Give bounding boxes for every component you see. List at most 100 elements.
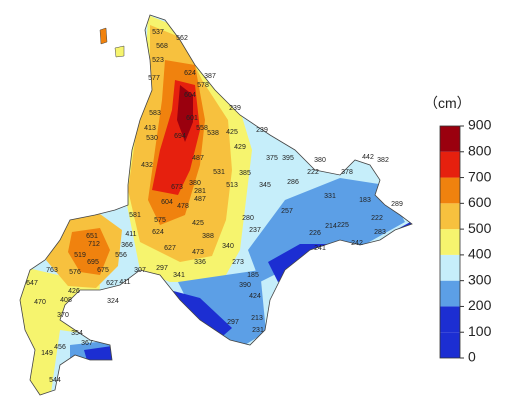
colorbar-segment xyxy=(440,332,460,358)
station-value: 380 xyxy=(189,180,201,187)
colorbar-segment xyxy=(440,126,460,152)
station-value: 408 xyxy=(60,297,72,304)
station-value: 577 xyxy=(148,75,160,82)
station-value: 537 xyxy=(152,29,164,36)
station-value: 237 xyxy=(249,227,261,234)
station-value: 627 xyxy=(164,245,176,252)
station-value: 473 xyxy=(192,249,204,256)
station-value: 487 xyxy=(192,155,204,162)
station-value: 336 xyxy=(194,259,206,266)
station-value: 604 xyxy=(161,199,173,206)
station-value: 286 xyxy=(287,179,299,186)
station-value: 544 xyxy=(49,377,61,384)
station-value: 478 xyxy=(177,203,189,210)
station-value: 378 xyxy=(341,169,353,176)
station-value: 556 xyxy=(115,252,127,259)
station-value: 695 xyxy=(87,259,99,266)
station-value: 456 xyxy=(54,344,66,351)
station-value: 411 xyxy=(125,231,136,238)
station-value: 345 xyxy=(259,182,271,189)
station-value: 531 xyxy=(213,169,225,176)
station-value: 578 xyxy=(197,82,209,89)
station-value: 297 xyxy=(227,319,239,326)
station-value: 307 xyxy=(134,267,146,274)
colorbar-segment xyxy=(440,151,460,178)
tick-label: 400 xyxy=(468,246,492,262)
station-value: 280 xyxy=(242,215,254,222)
station-value: 651 xyxy=(86,233,98,240)
tick-label: 900 xyxy=(468,117,492,133)
station-value: 390 xyxy=(239,282,251,289)
station-value: 395 xyxy=(282,155,294,162)
station-value: 425 xyxy=(192,220,204,227)
station-value: 424 xyxy=(249,293,261,300)
station-value: 604 xyxy=(184,92,196,99)
station-value: 149 xyxy=(41,350,53,357)
zone xyxy=(68,228,110,275)
station-value: 432 xyxy=(141,162,153,169)
station-value: 370 xyxy=(57,312,69,319)
station-value: 675 xyxy=(97,267,109,274)
unit-label: （cm） xyxy=(424,95,471,111)
station-value: 281 xyxy=(194,188,206,195)
station-value: 413 xyxy=(144,125,156,132)
tick-label: 100 xyxy=(468,323,492,339)
station-value: 331 xyxy=(324,193,336,200)
tick-label: 800 xyxy=(468,142,492,158)
station-value: 426 xyxy=(68,288,80,295)
zone xyxy=(177,85,193,142)
station-value: 523 xyxy=(152,57,164,64)
station-value: 530 xyxy=(146,135,158,142)
station-value: 222 xyxy=(371,215,383,222)
station-value: 324 xyxy=(107,298,119,305)
station-value: 283 xyxy=(374,229,386,236)
station-value: 576 xyxy=(69,269,81,276)
station-value: 225 xyxy=(337,222,349,229)
colorbar: 0 100 200 300 400 500 600 700 800 900 xyxy=(439,117,492,365)
station-value: 231 xyxy=(252,327,264,334)
station-value: 624 xyxy=(184,70,196,77)
colorbar-segment xyxy=(440,280,460,307)
station-value: 385 xyxy=(239,170,251,177)
station-value: 425 xyxy=(226,129,238,136)
station-value: 375 xyxy=(266,155,278,162)
island xyxy=(114,45,125,58)
station-value: 627 xyxy=(106,280,118,287)
station-value: 763 xyxy=(46,267,58,274)
station-value: 568 xyxy=(156,43,168,50)
colorbar-frame xyxy=(439,125,461,359)
station-value: 367 xyxy=(81,340,93,347)
station-value: 183 xyxy=(359,197,371,204)
tick-label: 200 xyxy=(468,297,492,313)
station-value: 241 xyxy=(314,245,326,252)
station-value: 222 xyxy=(307,169,319,176)
station-value: 340 xyxy=(222,243,234,250)
station-value: 297 xyxy=(156,265,168,272)
station-value: 442 xyxy=(362,154,374,161)
station-value: 380 xyxy=(314,157,326,164)
tick-label: 700 xyxy=(468,168,492,184)
zone xyxy=(178,270,266,348)
station-value: 519 xyxy=(74,252,86,259)
colorbar-segment xyxy=(440,229,460,255)
station-value: 558 xyxy=(196,125,208,132)
station-value: 624 xyxy=(152,229,164,236)
station-value: 538 xyxy=(207,130,219,137)
station-value: 470 xyxy=(34,299,46,306)
colorbar-segment xyxy=(440,177,460,204)
station-value: 185 xyxy=(247,272,259,279)
station-value: 487 xyxy=(194,196,206,203)
station-value: 387 xyxy=(204,73,216,80)
island xyxy=(99,27,108,45)
station-value: 289 xyxy=(391,201,403,208)
station-value: 257 xyxy=(281,208,293,215)
station-value: 354 xyxy=(71,330,83,337)
colorbar-segment xyxy=(440,254,460,281)
station-value: 575 xyxy=(154,217,166,224)
station-value: 411 xyxy=(119,279,130,286)
tick-label: 0 xyxy=(468,349,476,365)
station-value: 601 xyxy=(186,115,198,122)
station-value: 673 xyxy=(171,184,183,191)
station-value: 583 xyxy=(149,110,161,117)
